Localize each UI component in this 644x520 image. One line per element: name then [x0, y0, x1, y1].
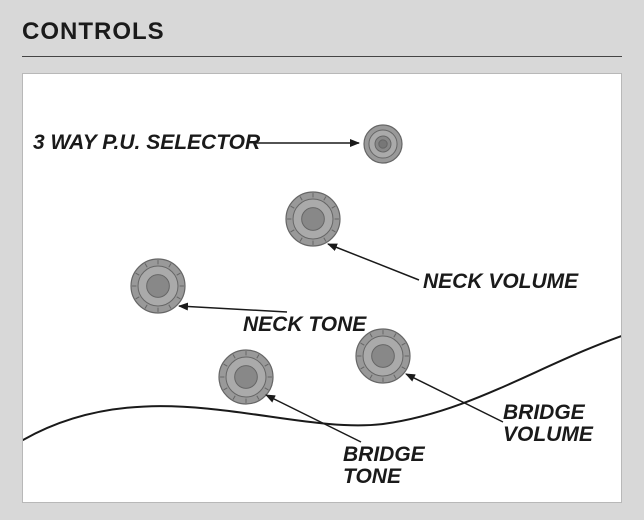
callout-arrow — [179, 306, 287, 312]
page-heading: CONTROLS — [22, 18, 622, 46]
selector-label: 3 WAY P.U. SELECTOR — [33, 132, 260, 154]
callout-arrow — [406, 374, 503, 422]
knob-bridge-volume — [356, 329, 410, 383]
knob-bridge-tone — [219, 350, 273, 404]
bridge-tone-label: BRIDGE TONE — [343, 444, 425, 488]
callout-arrow — [328, 244, 419, 280]
neck-tone-label: NECK TONE — [243, 314, 366, 336]
neck-volume-label: NECK VOLUME — [423, 271, 578, 293]
controls-diagram-panel: 3 WAY P.U. SELECTOR NECK VOLUME NECK TONE B… — [22, 73, 622, 503]
bridge-volume-label: BRIDGE VOLUME — [503, 402, 593, 446]
knob-neck-tone — [131, 259, 185, 313]
knob-neck-volume — [286, 192, 340, 246]
knob-selector — [364, 125, 402, 163]
callout-arrow — [266, 395, 361, 442]
heading-rule — [22, 56, 622, 57]
